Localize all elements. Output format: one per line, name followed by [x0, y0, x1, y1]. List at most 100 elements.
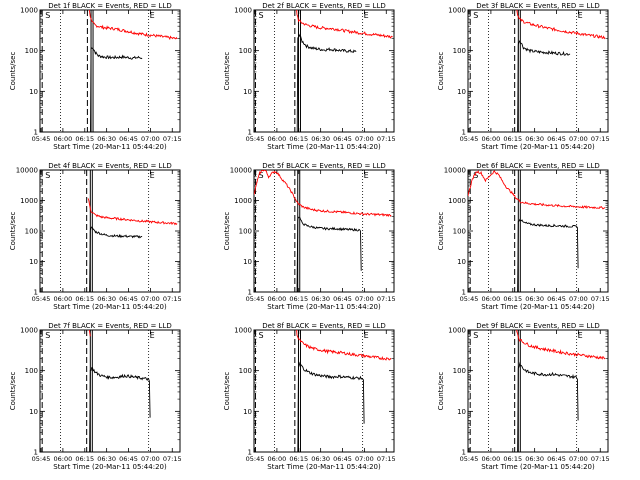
y-tick-label: 1 — [248, 449, 252, 457]
panel-title: Det 1f BLACK = Events, RED = LLD — [48, 2, 171, 10]
x-tick-label: 07:15 — [377, 135, 396, 143]
panel-title: Det 6f BLACK = Events, RED = LLD — [476, 162, 599, 170]
x-tick-label: 06:30 — [97, 135, 116, 143]
x-axis-label: Start Time (20-Mar-11 05:44:20) — [53, 463, 167, 471]
y-tick-label: 100 — [239, 47, 252, 55]
panel-title: Det 4f BLACK = Events, RED = LLD — [48, 162, 171, 170]
x-tick-label: 06:45 — [119, 295, 138, 303]
start-flag: S — [258, 171, 263, 180]
x-tick-label: 06:15 — [503, 455, 522, 463]
panel-det-6: Det 6f BLACK = Events, RED = LLD 1 10 100 10… — [437, 162, 610, 311]
panel-title: Det 8f BLACK = Events, RED = LLD — [262, 322, 385, 330]
y-axis-label: Counts/sec — [437, 372, 445, 411]
x-tick-label: 05:45 — [246, 135, 265, 143]
y-tick-label: 10 — [457, 258, 466, 266]
y-axis-label: Counts/sec — [437, 212, 445, 251]
y-tick-label: 1 — [34, 449, 38, 457]
y-tick-label: 100 — [453, 228, 466, 236]
x-tick-label: 06:45 — [547, 455, 566, 463]
y-tick-label: 100 — [25, 367, 38, 375]
x-tick-label: 06:15 — [75, 295, 94, 303]
y-tick-label: 100 — [239, 228, 252, 236]
end-flag: E — [578, 11, 583, 20]
x-tick-label: 07:00 — [141, 295, 160, 303]
events-series-line — [517, 218, 579, 292]
start-flag: S — [45, 171, 50, 180]
x-tick-label: 06:00 — [268, 295, 287, 303]
y-axis-label: Counts/sec — [9, 52, 17, 91]
x-tick-label: 06:00 — [482, 455, 501, 463]
x-tick-label: 05:45 — [32, 135, 51, 143]
x-tick-label: 06:45 — [119, 455, 138, 463]
x-tick-label: 06:00 — [54, 295, 73, 303]
y-tick-label: 10000 — [230, 167, 252, 175]
plot-frame — [39, 9, 181, 133]
x-tick-label: 07:00 — [355, 455, 374, 463]
y-tick-label: 1 — [462, 129, 466, 137]
x-tick-label: 06:00 — [268, 135, 287, 143]
x-tick-label: 06:30 — [311, 295, 330, 303]
y-tick-label: 1 — [34, 289, 38, 297]
y-tick-label: 10 — [29, 88, 38, 96]
x-axis-label: Start Time (20-Mar-11 05:44:20) — [267, 463, 381, 471]
panel-det-1: Det 1f BLACK = Events, RED = LLD 1 10 100 10… — [9, 2, 182, 151]
x-tick-label: 06:15 — [289, 455, 308, 463]
end-flag: E — [150, 171, 155, 180]
x-tick-label: 06:00 — [482, 135, 501, 143]
y-tick-label: 1 — [34, 129, 38, 137]
y-axis-label: Counts/sec — [223, 372, 231, 411]
y-tick-label: 1 — [248, 289, 252, 297]
x-tick-label: 06:30 — [311, 135, 330, 143]
y-tick-label: 1 — [248, 129, 252, 137]
y-tick-label: 10 — [29, 408, 38, 416]
x-tick-label: 06:45 — [333, 455, 352, 463]
x-tick-label: 07:00 — [141, 455, 160, 463]
panel-det-8: Det 8f BLACK = Events, RED = LLD 1 10 100 10… — [223, 322, 396, 471]
events-series-line — [296, 33, 357, 132]
x-tick-label: 06:30 — [97, 455, 116, 463]
y-tick-label: 10000 — [16, 167, 38, 175]
x-tick-label: 06:00 — [482, 295, 501, 303]
x-tick-label: 07:00 — [355, 295, 374, 303]
x-tick-label: 07:15 — [377, 455, 396, 463]
start-flag: S — [258, 331, 263, 340]
lld-series-line — [516, 330, 606, 360]
plot-frame — [467, 9, 609, 133]
x-tick-label: 06:15 — [75, 135, 94, 143]
x-tick-label: 05:45 — [460, 455, 479, 463]
panel-title: Det 2f BLACK = Events, RED = LLD — [262, 2, 385, 10]
y-tick-label: 1000 — [234, 7, 252, 15]
y-tick-label: 10 — [29, 258, 38, 266]
start-flag: S — [473, 11, 478, 20]
start-flag: S — [258, 11, 263, 20]
y-axis-label: Counts/sec — [437, 52, 445, 91]
start-flag: S — [45, 11, 50, 20]
y-tick-label: 1000 — [234, 327, 252, 335]
x-tick-label: 05:45 — [246, 295, 265, 303]
end-flag: E — [578, 171, 583, 180]
panel-det-5: Det 5f BLACK = Events, RED = LLD 1 10 100 10… — [223, 162, 396, 311]
y-tick-label: 100 — [239, 367, 252, 375]
x-tick-label: 06:30 — [525, 295, 544, 303]
lld-series-line — [88, 330, 91, 337]
panel-det-7: Det 7f BLACK = Events, RED = LLD 1 10 100 10… — [9, 322, 182, 471]
x-axis-label: Start Time (20-Mar-11 05:44:20) — [53, 143, 167, 151]
y-tick-label: 1000 — [448, 327, 466, 335]
x-tick-label: 06:30 — [525, 135, 544, 143]
panel-title: Det 3f BLACK = Events, RED = LLD — [476, 2, 599, 10]
y-tick-label: 1000 — [448, 7, 466, 15]
y-tick-label: 10 — [243, 88, 252, 96]
events-series-line — [297, 361, 365, 452]
y-tick-label: 100 — [25, 228, 38, 236]
plot-frame — [39, 169, 181, 293]
y-axis-label: Counts/sec — [9, 372, 17, 411]
panel-title: Det 7f BLACK = Events, RED = LLD — [48, 322, 171, 330]
y-tick-label: 10 — [457, 408, 466, 416]
x-tick-label: 07:15 — [163, 135, 182, 143]
y-axis-label: Counts/sec — [9, 212, 17, 251]
x-tick-label: 07:15 — [163, 295, 182, 303]
start-flag: S — [45, 331, 50, 340]
y-tick-label: 1000 — [448, 197, 466, 205]
x-tick-label: 06:15 — [75, 455, 94, 463]
events-series-line — [89, 366, 151, 452]
